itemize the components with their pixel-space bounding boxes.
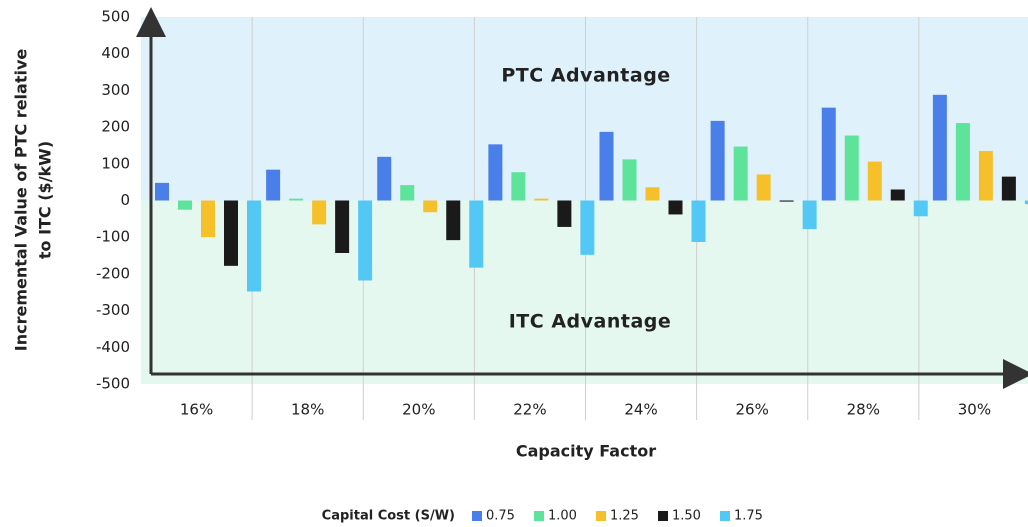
bar: [844, 135, 859, 201]
y-tick-label: 500: [101, 8, 130, 26]
y-tick-label: 300: [101, 81, 130, 99]
bar: [733, 146, 748, 201]
bar: [377, 156, 392, 201]
bar: [645, 187, 660, 201]
bar: [867, 161, 882, 201]
x-tick-label: 24%: [624, 401, 657, 419]
bar: [289, 198, 304, 201]
annotation: ITC Advantage: [509, 311, 672, 333]
bar: [691, 200, 706, 242]
x-tick-label: 30%: [958, 401, 991, 419]
x-tick-label: 18%: [291, 401, 324, 419]
bar: [511, 172, 526, 201]
legend-swatch: [596, 511, 606, 521]
bar: [155, 182, 169, 201]
bar: [488, 144, 503, 201]
y-tick-label: -300: [96, 301, 130, 319]
bar: [1024, 200, 1028, 205]
bar: [779, 200, 794, 202]
legend-label: 1.00: [548, 509, 577, 524]
y-axis-label: Incremental Value of PTC relative: [12, 49, 31, 352]
bar: [821, 107, 836, 201]
bar: [580, 200, 595, 255]
bar: [1001, 176, 1016, 201]
bar: [802, 200, 817, 230]
bar: [423, 200, 438, 213]
y-tick-label: 0: [120, 191, 130, 209]
y-tick-label: 200: [101, 118, 130, 136]
y-tick-label: 400: [101, 44, 130, 62]
x-tick-label: 16%: [180, 401, 213, 419]
annotation: PTC Advantage: [501, 65, 670, 87]
bar: [335, 200, 350, 253]
legend-swatch: [658, 511, 668, 521]
x-tick-label: 26%: [736, 401, 769, 419]
bar: [557, 200, 572, 227]
y-tick-label: 100: [101, 154, 130, 172]
legend-label: 1.50: [672, 509, 701, 524]
legend-swatch: [720, 511, 730, 521]
y-axis-label: to ITC ($/kW): [36, 141, 55, 259]
bar: [913, 200, 928, 217]
bar: [266, 169, 281, 201]
y-tick-label: -500: [96, 375, 130, 393]
bar: [756, 174, 771, 201]
x-axis-label: Capacity Factor: [516, 442, 656, 461]
y-tick-label: -100: [96, 228, 130, 246]
y-tick-label: -400: [96, 338, 130, 356]
bar: [622, 159, 637, 201]
legend-swatch: [534, 511, 544, 521]
legend-label: 1.25: [610, 509, 639, 524]
bar: [890, 189, 905, 201]
bar: [668, 200, 683, 215]
bar: [978, 150, 993, 201]
bar: [932, 94, 947, 201]
legend-label: 0.75: [486, 509, 515, 524]
bar: [599, 131, 614, 201]
x-tick-label: 22%: [513, 401, 546, 419]
bar: [534, 198, 549, 201]
x-tick-label: 28%: [847, 401, 880, 419]
bar: [469, 200, 484, 268]
bar: [446, 200, 461, 241]
legend-title: Capital Cost (S/W): [322, 509, 455, 524]
bar: [201, 200, 215, 238]
bar: [400, 185, 415, 201]
bar: [224, 200, 238, 266]
bar: [955, 123, 970, 201]
x-tick-label: 20%: [402, 401, 435, 419]
bar: [358, 200, 373, 281]
bar: [178, 200, 192, 210]
legend-swatch: [472, 511, 482, 521]
bar: [247, 200, 261, 292]
y-tick-label: -200: [96, 264, 130, 282]
legend-label: 1.75: [734, 509, 763, 524]
bar: [710, 120, 725, 201]
bar: [312, 200, 327, 225]
